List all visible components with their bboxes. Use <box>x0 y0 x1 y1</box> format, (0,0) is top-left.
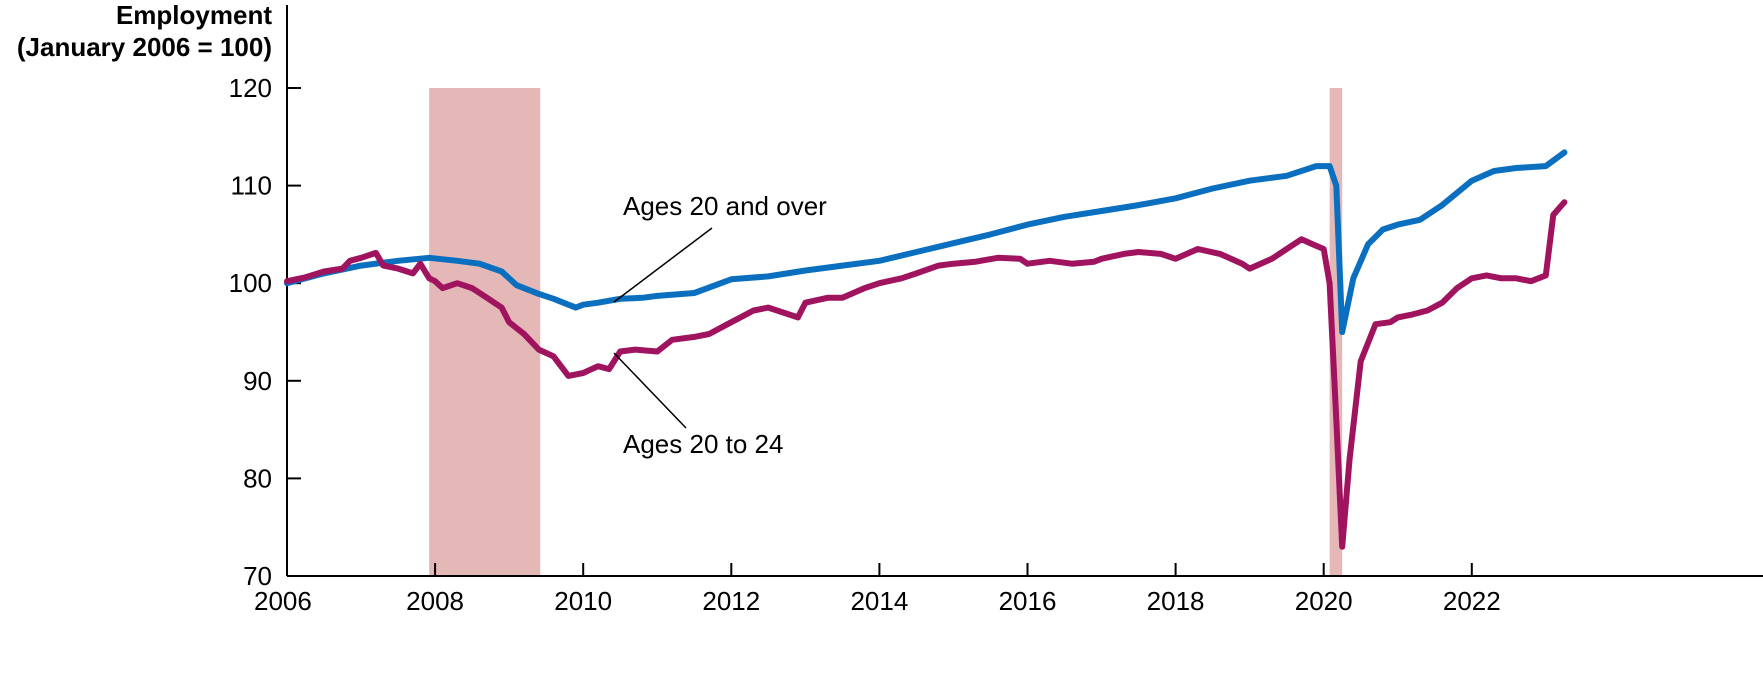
x-tick-label: 2018 <box>1147 586 1205 616</box>
y-axis-title-line-1: Employment <box>116 0 272 30</box>
y-tick-label: 80 <box>243 463 272 493</box>
y-axis-title-line-2: (January 2006 = 100) <box>17 32 272 62</box>
x-tick-label: 2016 <box>999 586 1057 616</box>
annotation-ages-20-24: Ages 20 to 24 <box>623 429 783 459</box>
x-tick-label: 2020 <box>1295 586 1353 616</box>
annotation-leader-ages-20-over <box>613 227 713 303</box>
series-line-ages-20-to-24 <box>284 199 1568 550</box>
y-tick-label: 70 <box>243 561 272 591</box>
y-tick-label: 90 <box>243 366 272 396</box>
x-tick-label: 2012 <box>702 586 760 616</box>
y-tick-label: 110 <box>231 171 272 201</box>
recession-bands <box>429 88 1343 576</box>
y-tick-label: 100 <box>229 268 272 298</box>
annotation-leader-ages-20-24 <box>613 352 687 429</box>
series-line-ages-20-and-over <box>284 149 1568 335</box>
x-tick-label: 2022 <box>1443 586 1501 616</box>
x-tick-label: 2010 <box>554 586 612 616</box>
series-lines <box>284 149 1568 550</box>
x-tick-label: 2008 <box>406 586 464 616</box>
y-axis-ticks: 70 80 90 100 110 120 <box>229 73 301 591</box>
annotation-ages-20-over: Ages 20 and over <box>623 191 827 221</box>
x-axis-ticks: 2006 2008 2010 2012 2014 2016 2018 2020 2022 <box>254 563 1501 616</box>
x-tick-label: 2006 <box>254 586 312 616</box>
y-tick-label: 120 <box>229 73 272 103</box>
x-tick-label: 2014 <box>850 586 908 616</box>
